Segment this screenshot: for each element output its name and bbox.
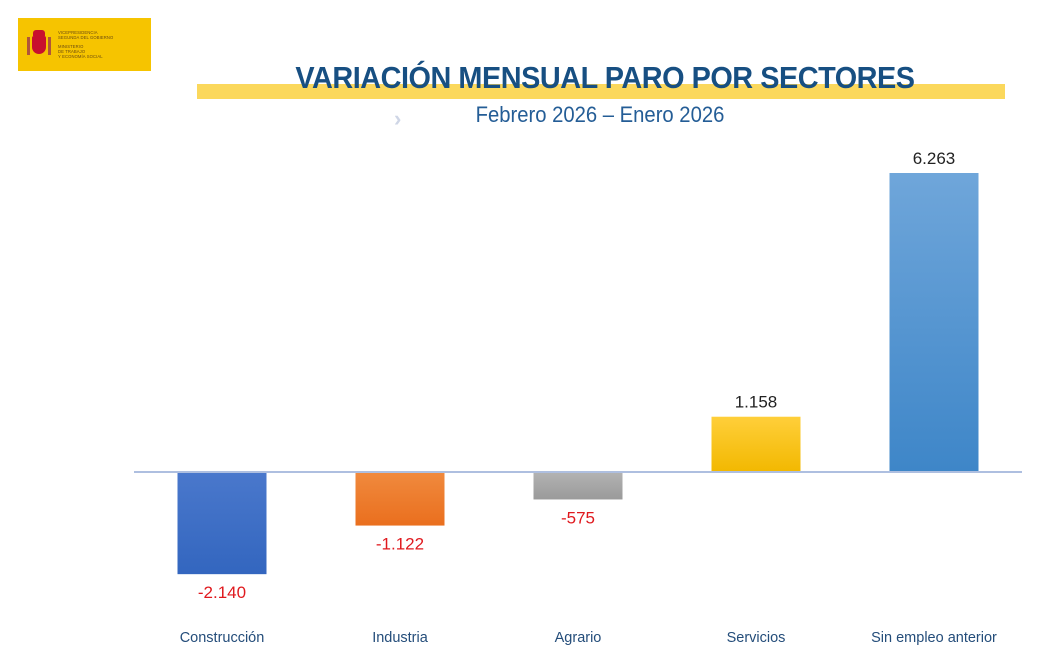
bar-sin-empleo-anterior bbox=[889, 173, 979, 472]
logo-line: DE TRABAJO bbox=[58, 49, 86, 54]
chart-title: VARIACIÓN MENSUAL PARO POR SECTORES bbox=[295, 60, 915, 95]
logo-line: Y ECONOMÍA SOCIAL bbox=[58, 54, 103, 59]
data-label: -1.122 bbox=[376, 535, 424, 554]
category-label: Agrario bbox=[555, 630, 602, 646]
bar-agrario bbox=[533, 472, 623, 500]
logo-line: SEGUNDA DEL GOBIERNO bbox=[58, 35, 114, 40]
chart-subtitle: Febrero 2026 – Enero 2026 bbox=[475, 102, 725, 127]
logo-line: VICEPRESIDENCIA bbox=[58, 30, 98, 35]
category-label: Industria bbox=[372, 630, 429, 646]
title-highlight-band bbox=[197, 84, 1005, 99]
logo-text: VICEPRESIDENCIA SEGUNDA DEL GOBIERNO MIN… bbox=[58, 30, 113, 59]
data-label: 6.263 bbox=[913, 149, 956, 168]
category-label: Construcción bbox=[180, 630, 265, 646]
logo-line: MINISTERIO bbox=[58, 44, 84, 49]
bar-industria bbox=[355, 472, 445, 526]
bar-servicios bbox=[711, 416, 801, 472]
data-label: 1.158 bbox=[735, 393, 778, 412]
data-label: -575 bbox=[561, 508, 595, 527]
coat-of-arms-icon bbox=[26, 28, 52, 62]
category-label: Servicios bbox=[727, 630, 786, 646]
category-label: Sin empleo anterior bbox=[871, 630, 997, 646]
ministry-logo: VICEPRESIDENCIA SEGUNDA DEL GOBIERNO MIN… bbox=[18, 18, 151, 71]
chevron-right-icon: › bbox=[394, 106, 402, 131]
bar-construccion bbox=[177, 472, 267, 575]
data-label: -2.140 bbox=[198, 583, 246, 602]
